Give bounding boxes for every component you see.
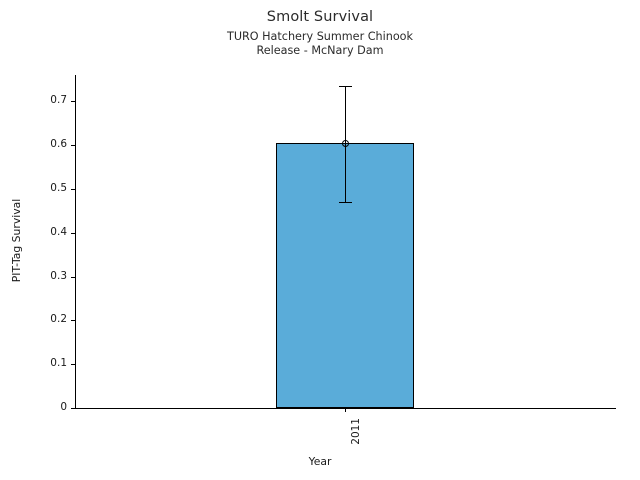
y-axis-tick-label: 0.3 — [50, 269, 67, 282]
y-axis-title-text: PIT-Tag Survival — [10, 198, 24, 282]
y-axis-tick-label: 0.7 — [50, 94, 67, 107]
y-axis-tick-label: 0.1 — [50, 357, 67, 370]
y-axis-tick-label: 0 — [60, 401, 67, 413]
chart-subtitle-1: TURO Hatchery Summer Chinook — [226, 29, 413, 43]
y-axis-tick-label: 0.5 — [50, 181, 67, 194]
y-axis-tick — [71, 232, 75, 234]
y-axis-title: PIT-Tag Survival — [8, 0, 26, 480]
chart-title-block: Smolt Survival TURO Hatchery Summer Chin… — [0, 10, 640, 56]
plot-area: 0 0.1 0.2 0.3 0.4 0.5 0.6 0.7 2011 — [50, 75, 616, 445]
chart-subtitle-2: Release - McNary Dam — [256, 43, 384, 57]
chart-title: Smolt Survival — [266, 9, 374, 25]
y-axis-tick — [71, 276, 75, 278]
y-axis-tick — [71, 188, 75, 190]
y-axis-tick — [71, 145, 75, 147]
y-axis-tick-label: 0.6 — [50, 138, 67, 151]
x-axis-tick — [345, 408, 346, 412]
y-axis-tick — [71, 408, 75, 409]
y-axis-tick — [71, 364, 75, 366]
data-point-marker — [342, 139, 349, 147]
error-bar-cap-upper — [339, 85, 352, 87]
y-axis-tick — [71, 101, 75, 103]
y-axis-spine — [75, 75, 76, 409]
y-axis-tick-label: 0.2 — [50, 313, 67, 326]
y-axis-tick-label: 0.4 — [50, 225, 67, 238]
y-axis-tick — [71, 320, 75, 322]
error-bar-cap-lower — [339, 202, 352, 204]
x-axis-tick-label: 2011 — [350, 418, 362, 445]
x-axis-title: Year — [308, 455, 332, 468]
